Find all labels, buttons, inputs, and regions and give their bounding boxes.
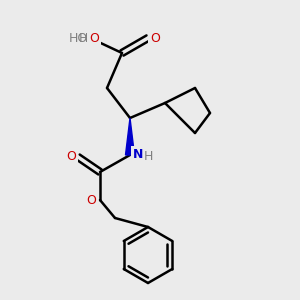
- Text: N: N: [133, 148, 143, 161]
- Text: H: H: [79, 32, 88, 44]
- Text: HO: HO: [69, 32, 88, 44]
- Polygon shape: [125, 118, 134, 155]
- Text: O: O: [150, 32, 160, 44]
- Text: H: H: [143, 151, 153, 164]
- Text: O: O: [66, 151, 76, 164]
- Text: O: O: [86, 194, 96, 206]
- Text: O: O: [89, 32, 99, 44]
